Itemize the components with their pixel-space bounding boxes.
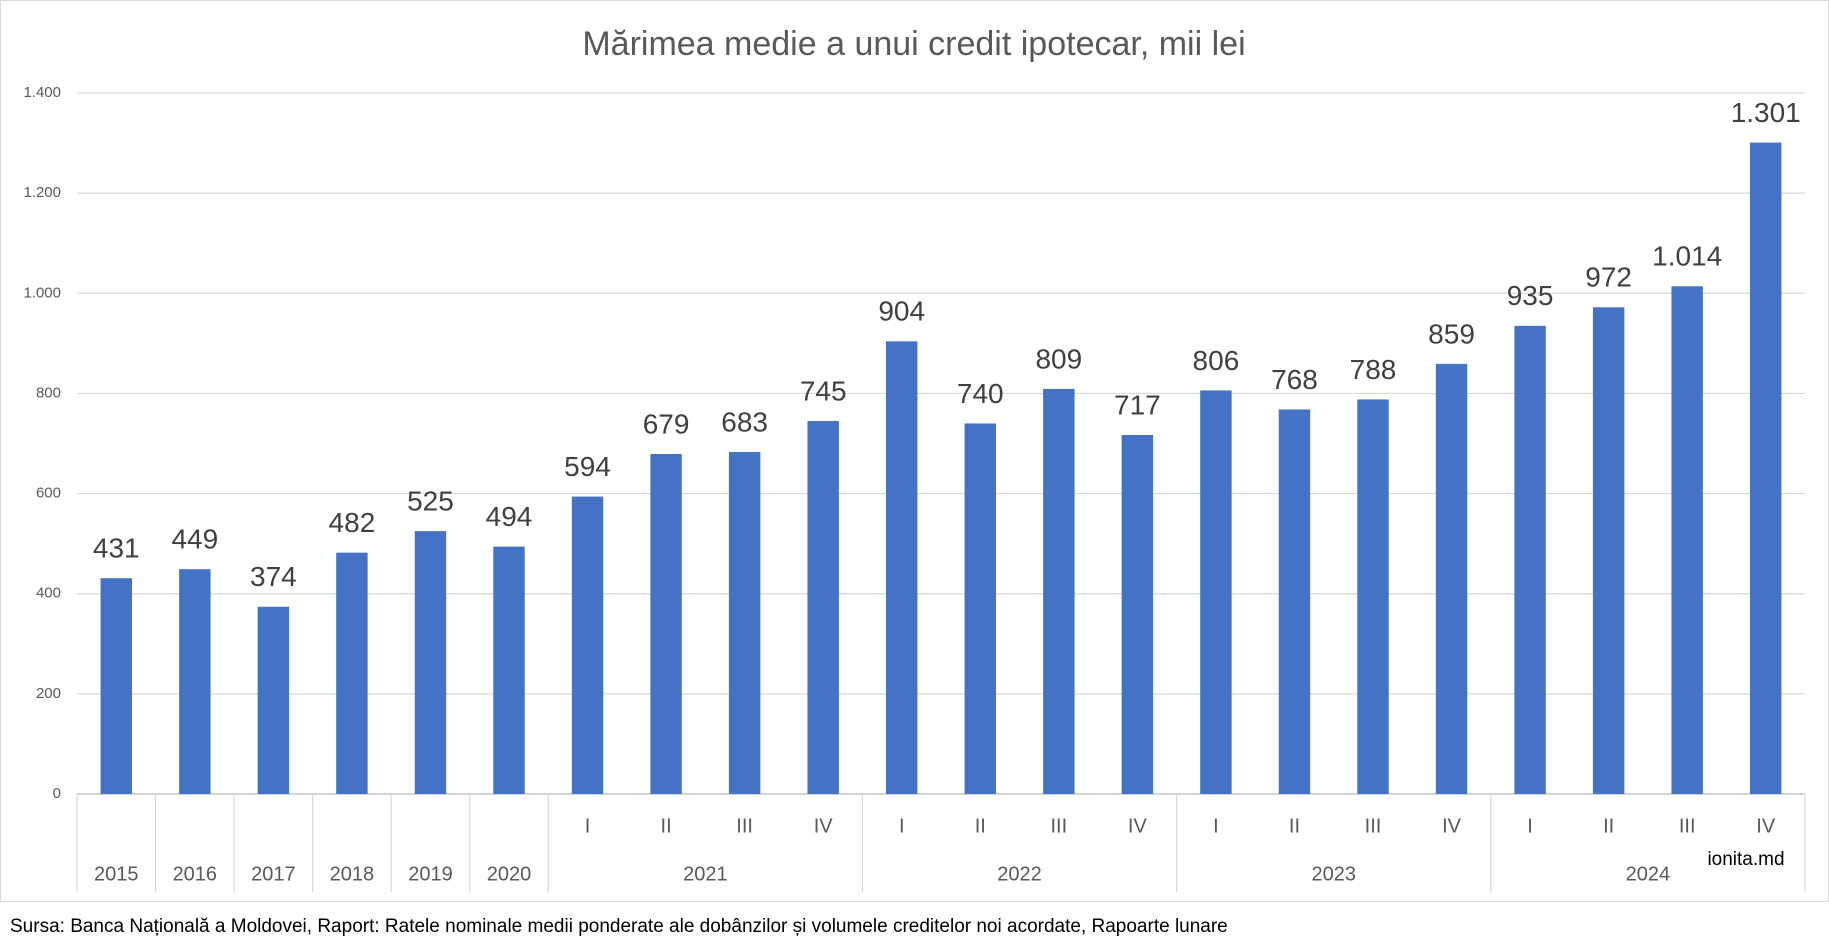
bar — [1200, 390, 1232, 794]
x-tick-label: IV — [814, 815, 834, 837]
x-group-label: 2017 — [251, 863, 296, 885]
y-tick-label: 600 — [36, 485, 61, 502]
bar — [257, 606, 290, 794]
data-label: 935 — [1507, 280, 1554, 311]
data-label: 740 — [957, 378, 1004, 409]
x-group-label: 2020 — [487, 863, 532, 885]
x-group-label: 2022 — [997, 863, 1042, 885]
bar — [728, 452, 761, 794]
chart-title: Mărimea medie a unui credit ipotecar, mi… — [582, 25, 1245, 63]
data-label: 806 — [1193, 345, 1240, 376]
x-tick-label: II — [1289, 815, 1300, 837]
bar — [1514, 325, 1546, 794]
data-label: 431 — [93, 533, 140, 564]
bar — [650, 454, 682, 794]
data-label: 1.301 — [1731, 97, 1801, 128]
bar — [179, 569, 211, 794]
bar — [1121, 434, 1154, 794]
x-group-label: 2019 — [408, 863, 453, 885]
bar — [414, 531, 447, 794]
data-label: 768 — [1271, 364, 1318, 395]
bar — [1592, 307, 1625, 794]
x-tick-label: III — [1365, 815, 1382, 837]
x-group-label: 2016 — [173, 863, 218, 885]
data-label: 859 — [1428, 318, 1475, 349]
x-group-label: 2015 — [94, 863, 139, 885]
data-label: 809 — [1035, 343, 1082, 374]
source-note: Sursa: Banca Națională a Moldovei, Rapor… — [10, 916, 1228, 937]
x-tick-label: IV — [1442, 815, 1462, 837]
data-label: 745 — [800, 375, 847, 406]
y-tick-label: 800 — [36, 384, 61, 401]
bar — [571, 496, 604, 794]
data-label: 374 — [250, 561, 297, 592]
x-tick-label: II — [975, 815, 986, 837]
x-tick-label: I — [1213, 815, 1219, 837]
data-label: 482 — [329, 507, 376, 538]
bar — [100, 578, 132, 794]
x-tick-label: IV — [1128, 815, 1148, 837]
x-tick-label: IV — [1756, 815, 1776, 837]
y-tick-label: 200 — [36, 685, 61, 702]
data-label: 594 — [564, 451, 611, 482]
data-label: 1.014 — [1652, 241, 1722, 272]
x-group-label: 2023 — [1311, 863, 1356, 885]
x-tick-label: III — [736, 815, 753, 837]
data-label: 449 — [171, 524, 218, 555]
x-group-label: 2018 — [330, 863, 375, 885]
x-group-label: 2024 — [1626, 863, 1671, 885]
bar — [807, 420, 839, 794]
bar — [336, 552, 368, 794]
data-label: 788 — [1350, 354, 1397, 385]
bar — [1435, 363, 1468, 794]
bar — [1357, 399, 1389, 794]
bar — [1671, 286, 1703, 794]
data-label: 679 — [643, 408, 690, 439]
data-label: 972 — [1585, 262, 1632, 293]
x-tick-label: I — [585, 815, 591, 837]
data-label: 683 — [721, 406, 768, 437]
y-tick-label: 0 — [53, 785, 61, 802]
bar — [1750, 142, 1782, 795]
x-tick-label: III — [1050, 815, 1067, 837]
x-tick-label: III — [1679, 815, 1696, 837]
x-tick-label: I — [1527, 815, 1533, 837]
y-tick-label: 1.000 — [23, 284, 61, 301]
x-tick-label: II — [661, 815, 672, 837]
y-tick-label: 1.400 — [23, 84, 61, 101]
x-tick-label: I — [899, 815, 905, 837]
bar — [1278, 409, 1311, 794]
data-label: 717 — [1114, 389, 1161, 420]
y-tick-label: 400 — [36, 585, 61, 602]
data-label: 525 — [407, 486, 454, 517]
annotation: ionita.md — [1707, 849, 1784, 870]
data-label: 494 — [486, 501, 533, 532]
data-label: 904 — [878, 296, 925, 327]
bar — [964, 423, 996, 794]
bar — [886, 341, 918, 794]
x-group-label: 2021 — [683, 863, 728, 885]
bar — [1043, 388, 1075, 794]
y-tick-label: 1.200 — [23, 184, 61, 201]
x-tick-label: II — [1603, 815, 1614, 837]
bar — [493, 546, 525, 794]
